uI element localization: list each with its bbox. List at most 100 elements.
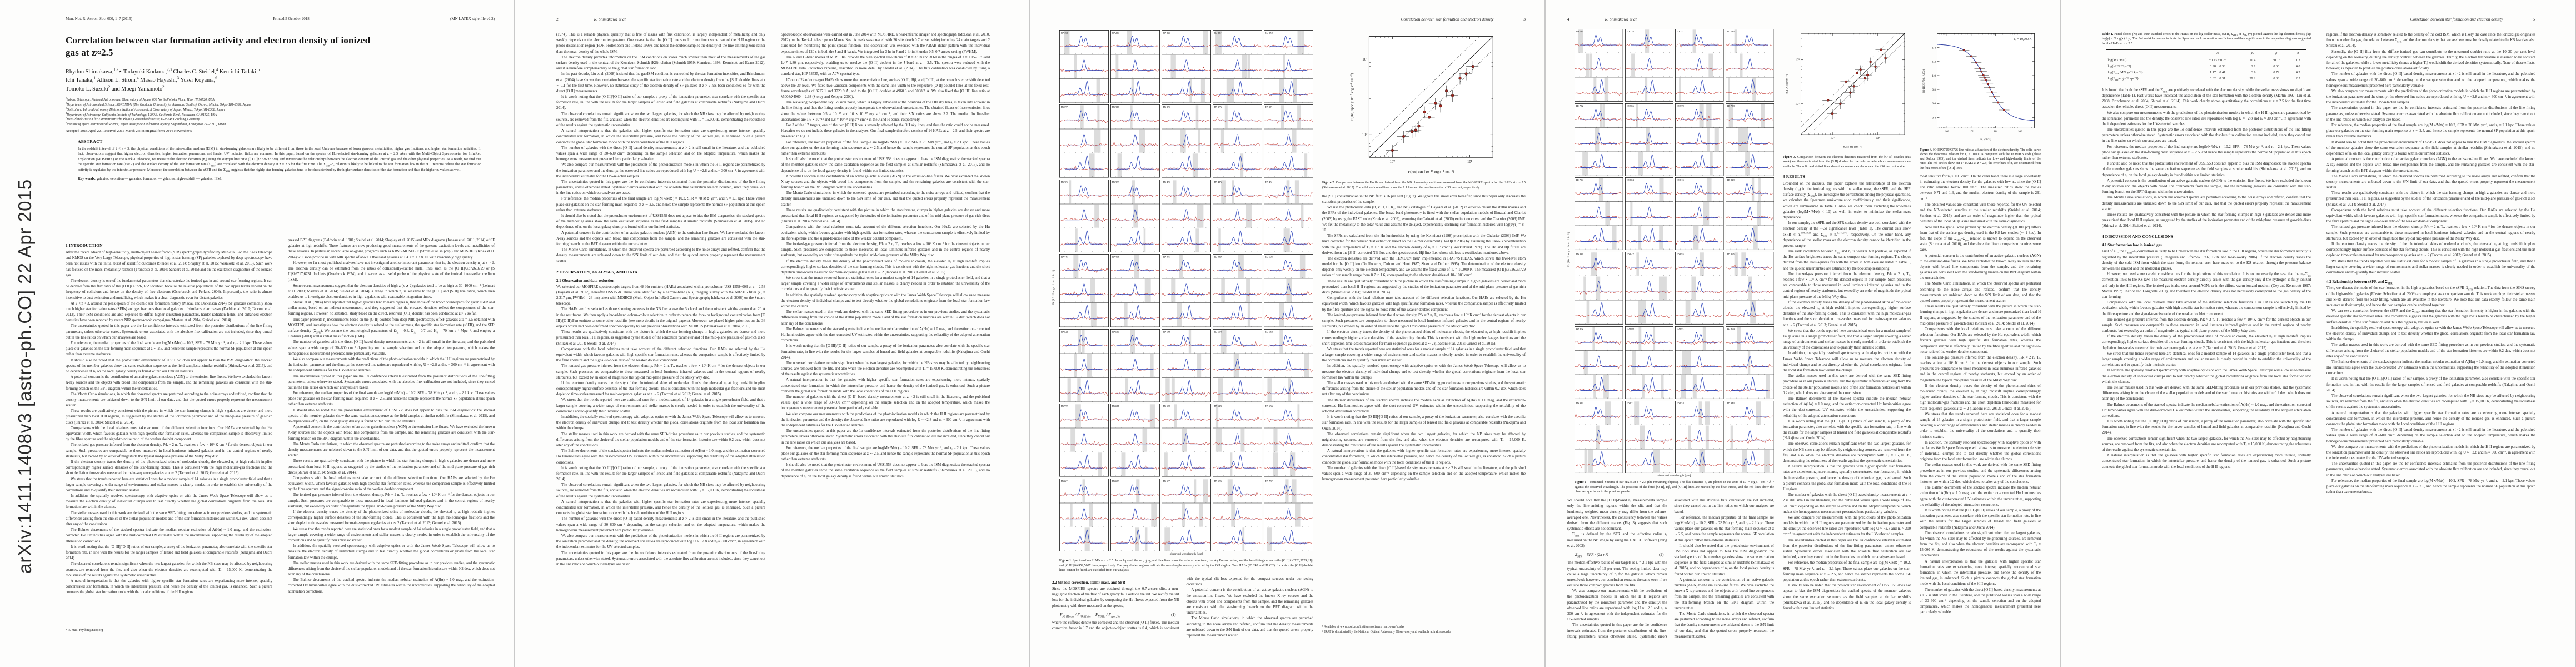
arxiv-stamp: arXiv:1411.1408v3 [astro-ph.CO] 22 Apr 2…	[14, 178, 35, 574]
paragraph: A natural interpretation is that the gal…	[1920, 559, 2041, 586]
spectrum-panel: ID 640	[1213, 404, 1262, 477]
author-list: Rhythm Shimakawa,1,2⋆ Tadayuki Kodama,2,…	[66, 67, 260, 92]
spectrum-panel: ID 237	[1213, 30, 1262, 103]
spectrum-panel: ID 829	[1725, 177, 1774, 251]
paragraph: We also compare our measurements with th…	[556, 534, 765, 550]
table-cell: −0.13 ± 0.26	[2209, 58, 2226, 62]
paragraph: The Monte Carlo simulations, in which th…	[556, 248, 765, 263]
figure-1-caption: Figure 1. Spectra of our HAEs at z = 2.5…	[1059, 559, 1313, 572]
paragraph: The stellar masses used in this work are…	[1322, 381, 1526, 397]
svg-text:nₑ [S II] [cm⁻³]: nₑ [S II] [cm⁻³]	[1843, 145, 1862, 148]
svg-text:ID 317: ID 317	[1112, 107, 1120, 109]
paragraph: The uncertainties quoted in this paper a…	[556, 551, 765, 566]
paragraph: The Balmer decrements of the stacked spe…	[1322, 398, 1526, 414]
spectrum-panel: ID 745	[1725, 29, 1774, 102]
table-cell: 10.4	[2249, 58, 2256, 62]
svg-text:ID 598: ID 598	[1061, 406, 1069, 409]
svg-text:ID 355: ID 355	[1214, 107, 1222, 109]
svg-text:ID 829: ID 829	[1727, 179, 1735, 182]
footnote-text: ² IRAF is distributed by the National Op…	[1322, 630, 1451, 634]
table-header-cell: ρ	[2263, 49, 2290, 57]
svg-text:ID 731: ID 731	[1677, 30, 1685, 33]
page-number: 3	[1523, 17, 1526, 22]
spectrum-panel: ID 402	[1162, 179, 1211, 253]
spectrum-panel: ID 702	[1264, 478, 1313, 552]
paragraph: The Balmer decrements of the stacked spe…	[2326, 360, 2535, 376]
paragraph: A natural interpretation is that the gal…	[1322, 449, 1526, 465]
paragraph: The uncertainties quoted in this paper a…	[288, 374, 495, 390]
spectrum-panel: ID 731	[1675, 29, 1724, 102]
paragraph: The Balmer decrements of the stacked spe…	[1783, 396, 1911, 418]
text-column-right: regions. If the electron density is some…	[2326, 32, 2535, 645]
footnote-text: ¹ Available at www.stsci.edu/institute/s…	[1322, 625, 1404, 629]
affiliation-line: 2Department of Astronomical Science, SOK…	[66, 101, 251, 107]
paragraph: The uncertainties quoted in this paper a…	[1783, 538, 1911, 560]
table-cell: 39.2	[2241, 75, 2264, 82]
left-bottom-text: We should note that the [O II]-based nₑ …	[1567, 498, 1774, 644]
table-1-caption: Table 1. Fitted slopes (N) and their sta…	[2102, 33, 2311, 46]
paragraph: The stellar masses used in this work are…	[66, 511, 272, 526]
running-header: 2 R. Shimakawa et al.	[556, 17, 989, 22]
paragraph: A potential concern is the contribution …	[556, 231, 765, 246]
paragraph: For reference, the median properties of …	[781, 446, 990, 462]
svg-text:10¹: 10¹	[1945, 130, 1949, 133]
spectrum-panel: ID 611	[1110, 404, 1160, 477]
running-author: R. Shimakawa et al.	[594, 17, 627, 22]
paragraph: These results are qualitatively consiste…	[1920, 305, 2041, 326]
paragraph: A potential concern is the contribution …	[781, 174, 990, 190]
paragraph: The number of galaxies with the direct […	[1920, 588, 2041, 615]
svg-text:ID 242: ID 242	[1265, 32, 1273, 34]
equation-number: (2)	[1659, 552, 1664, 558]
svg-text:[O II] λ3729 / λ3726: [O II] λ3729 / λ3726	[1922, 68, 1926, 93]
subsection-heading: 4.1 Star formation law in ionized gas	[2102, 243, 2162, 248]
svg-text:ID 794: ID 794	[1576, 179, 1584, 182]
paragraph: It should also be noted that the protocl…	[2326, 140, 2535, 156]
table-cell: 0.79	[2273, 70, 2280, 74]
spectrum-panel: ID 229	[1162, 30, 1211, 103]
spectrum-panel: ID 872	[1575, 326, 1623, 399]
spectrum-panel: ID 371	[1264, 104, 1313, 178]
spectrum-panel: ID 384	[1059, 179, 1109, 253]
paragraph: The uncertainties quoted in this paper a…	[2326, 462, 2535, 477]
paragraph: These results are qualitatively consiste…	[288, 459, 495, 475]
spectrum-panel: ID 447	[1059, 254, 1109, 327]
figure-y-axis-label: Fλ [10⁻¹⁸ erg s⁻¹ cm⁻² Å⁻¹]	[1052, 270, 1055, 306]
paragraph: If the electron density traces the densi…	[1920, 384, 2041, 411]
paragraph: It should also be noted that the protocl…	[1783, 584, 1911, 610]
paragraph: pressed BPT diagrams (Baldwin et al. 198…	[288, 238, 495, 260]
svg-text:ID 921: ID 921	[1626, 402, 1634, 405]
running-header: Correlation between star formation and e…	[2102, 17, 2535, 22]
svg-text:ID 728: ID 728	[1626, 30, 1634, 33]
paragraph: We selected our MOSFIRE spectroscopic ta…	[556, 285, 765, 306]
table-cell: −3.9	[2249, 70, 2256, 74]
paragraph: These results are qualitatively consiste…	[66, 409, 272, 425]
results-text: 3 RESULTS Grounded on the datasets, this …	[1783, 174, 1911, 611]
spectrum-panel: ID 685	[1162, 478, 1211, 552]
paragraph: A potential concern is the contribution …	[1920, 253, 2041, 281]
paragraph: In addition, the spatially resolved spec…	[2102, 369, 2311, 384]
spectrum-panel: ID 535	[1110, 328, 1160, 402]
spectrum-panel: ID 788	[1725, 103, 1774, 176]
spectrum-panel: ID 355	[1213, 104, 1262, 178]
paragraph: The observed correlations remain signifi…	[1783, 442, 1911, 464]
paragraph: A potential concern is the contribution …	[66, 375, 272, 391]
paragraph: The Monte Carlo simulations, in which th…	[288, 442, 495, 458]
page-number: 4	[1567, 17, 1569, 22]
paragraph: Comparisons with the local relations mus…	[288, 476, 495, 492]
svg-text:ID 663: ID 663	[1061, 480, 1069, 483]
paragraph: The observed correlations remain signifi…	[1322, 432, 1526, 448]
spectrum-panel: ID 696	[1213, 478, 1262, 552]
paragraph: ΣSFR is defined by the SFR and the effec…	[1567, 532, 1667, 548]
svg-text:ID 371: ID 371	[1265, 107, 1273, 109]
paragraph: It should also be noted that the protocl…	[288, 408, 495, 424]
paragraph: The number of galaxies with the direct […	[556, 146, 765, 162]
spectrum-panel: ID 752	[1575, 103, 1623, 176]
running-title: Correlation between star formation and e…	[1401, 17, 1494, 22]
paragraph: We also compare our measurements with th…	[288, 357, 495, 373]
paragraph: The electron densities are derived with …	[1322, 256, 1526, 278]
paragraph: The Balmer decrements of the stacked spe…	[2102, 402, 2311, 418]
table-header-cell: y₀	[2241, 49, 2264, 57]
table-cell: 0.38	[2263, 75, 2290, 82]
paragraph: If the electron density traces the densi…	[2102, 335, 2311, 350]
svg-text:ID 943: ID 943	[1727, 402, 1735, 405]
